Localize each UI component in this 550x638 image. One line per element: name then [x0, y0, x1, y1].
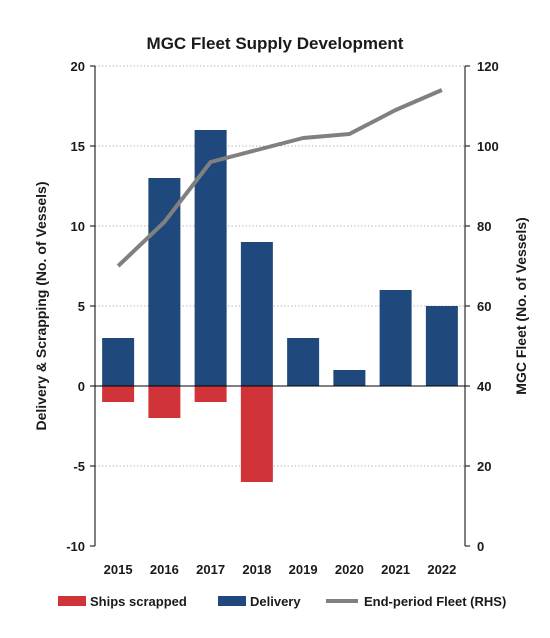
x-tick-label: 2017 — [196, 562, 225, 577]
bars — [102, 130, 458, 482]
bar-delivery-2020 — [333, 370, 366, 386]
y2-tick-label: 100 — [477, 139, 499, 154]
bar-ships-scrapped-2016 — [148, 386, 181, 418]
y2-tick-label: 120 — [477, 59, 499, 74]
x-tick-label: 2020 — [335, 562, 364, 577]
y-axis-title: Delivery & Scrapping (No. of Vessels) — [33, 182, 49, 431]
left-tick-labels: 20 15 10 5 0 -5 -10 — [66, 59, 85, 554]
y-tick-label: 0 — [78, 379, 85, 394]
y2-tick-label: 20 — [477, 459, 491, 474]
x-tick-labels: 2015 2016 2017 2018 2019 2020 2021 2022 — [104, 562, 457, 577]
bar-delivery-2022 — [425, 306, 458, 386]
legend-label: Delivery — [250, 594, 301, 609]
x-tick-label: 2019 — [289, 562, 318, 577]
bar-ships-scrapped-2015 — [102, 386, 135, 402]
y-tick-label: 10 — [71, 219, 85, 234]
legend-swatch — [218, 596, 246, 606]
y2-tick-label: 0 — [477, 539, 484, 554]
line-series-end-period-fleet — [116, 88, 443, 268]
y2-axis-title: MGC Fleet (No. of Vessels) — [513, 217, 529, 394]
bar-delivery-2015 — [102, 338, 135, 386]
x-tick-label: 2015 — [104, 562, 133, 577]
chart-title: MGC Fleet Supply Development — [147, 34, 404, 53]
y-tick-label: 5 — [78, 299, 85, 314]
y-tick-label: 15 — [71, 139, 85, 154]
legend: Ships scrapped Delivery End-period Fleet (… — [58, 594, 506, 609]
y-tick-label: -5 — [73, 459, 85, 474]
bar-ships-scrapped-2018 — [240, 386, 273, 482]
y2-tick-label: 80 — [477, 219, 491, 234]
legend-label: Ships scrapped — [90, 594, 187, 609]
legend-label: End-period Fleet (RHS) — [364, 594, 506, 609]
x-tick-label: 2022 — [427, 562, 456, 577]
bar-delivery-2016 — [148, 178, 181, 386]
bar-delivery-2017 — [194, 130, 227, 386]
y-tick-label: 20 — [71, 59, 85, 74]
legend-swatch — [58, 596, 86, 606]
y2-tick-label: 40 — [477, 379, 491, 394]
x-tick-label: 2021 — [381, 562, 410, 577]
bar-ships-scrapped-2017 — [194, 386, 227, 402]
bar-delivery-2018 — [240, 242, 273, 386]
y2-tick-label: 60 — [477, 299, 491, 314]
bar-delivery-2021 — [379, 290, 412, 386]
bar-delivery-2019 — [287, 338, 320, 386]
right-tick-labels: 120 100 80 60 40 20 0 — [477, 59, 499, 554]
x-tick-label: 2016 — [150, 562, 179, 577]
y-tick-label: -10 — [66, 539, 85, 554]
axes — [90, 65, 470, 547]
fleet-line — [116, 88, 443, 268]
x-tick-label: 2018 — [242, 562, 271, 577]
